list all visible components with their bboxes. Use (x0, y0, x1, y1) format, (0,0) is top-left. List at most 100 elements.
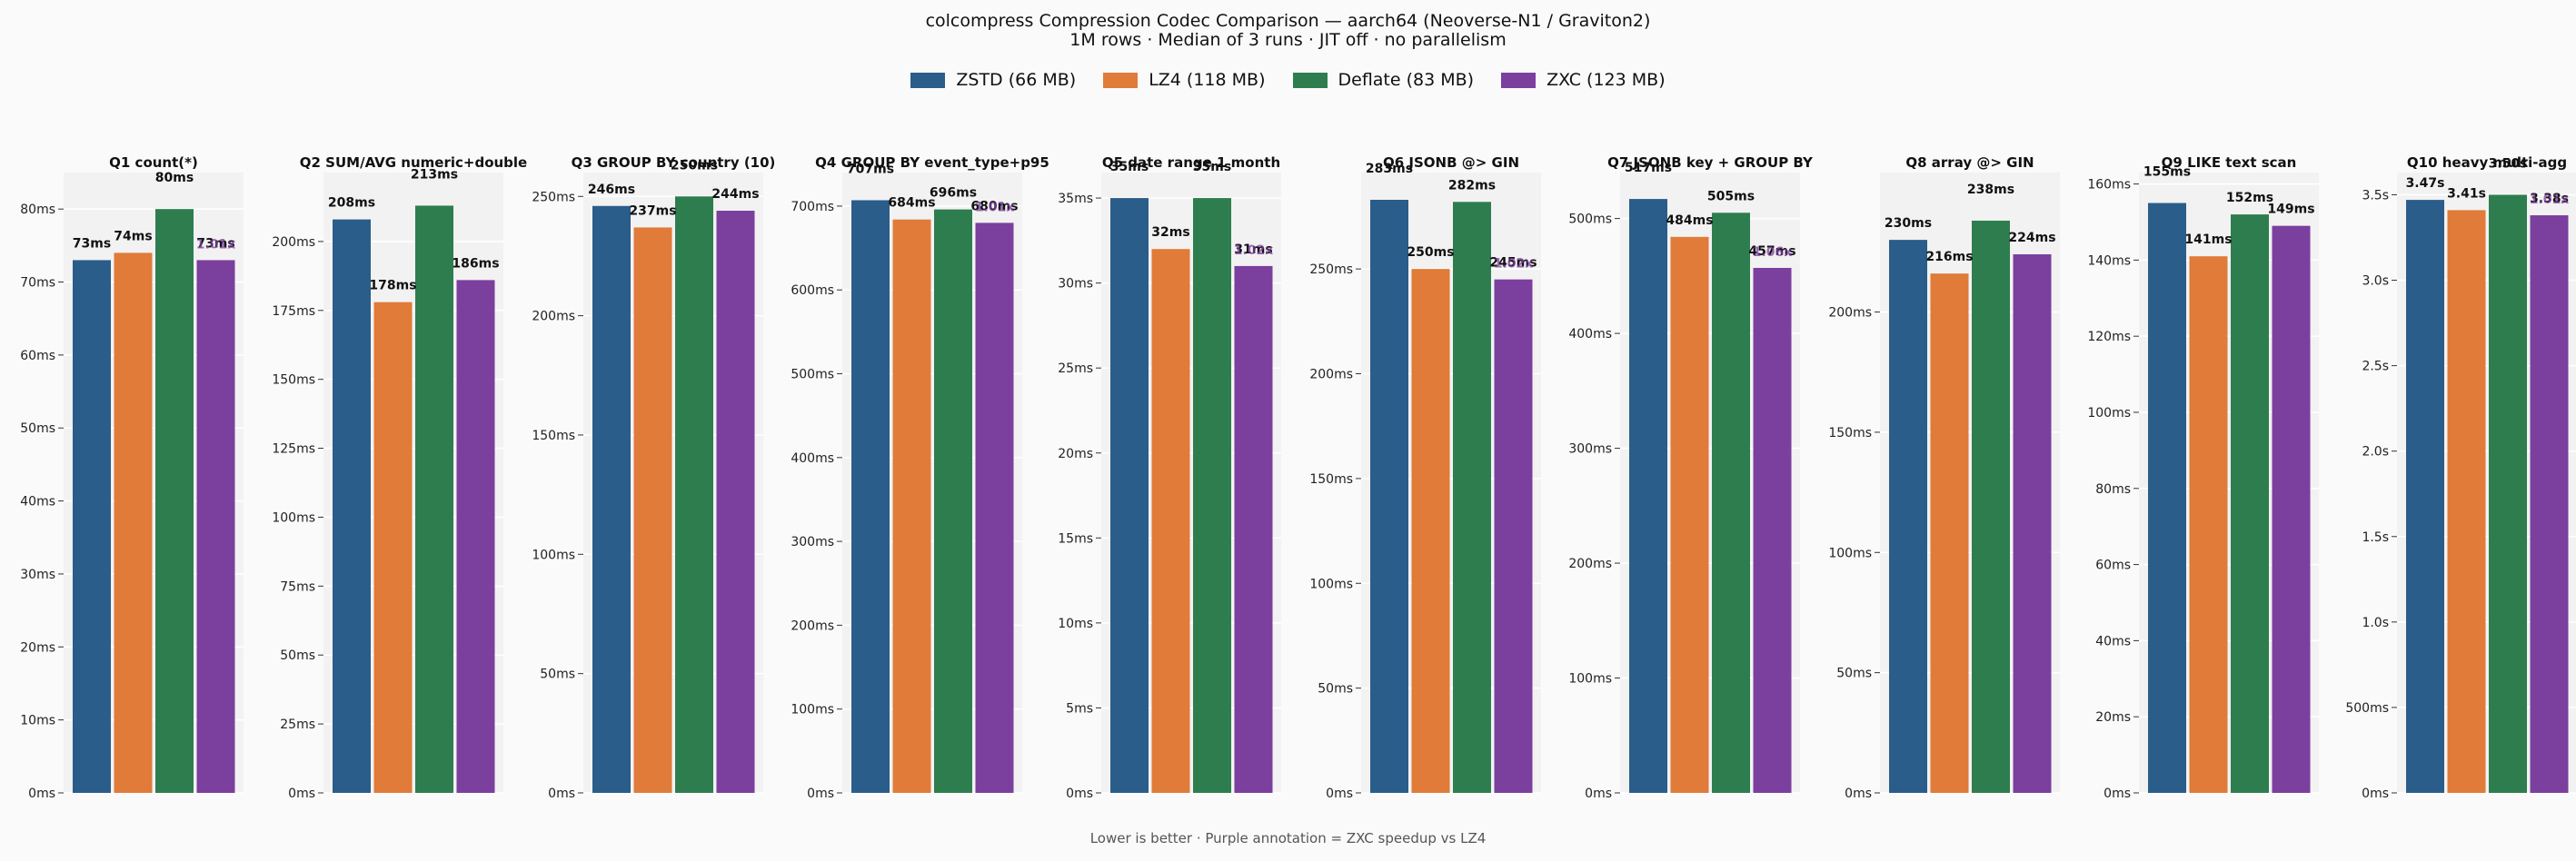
y-tick-label: 60ms (2095, 559, 2131, 573)
y-tick-label: 200ms (1568, 557, 1612, 571)
y-tick-label: 30ms (20, 568, 55, 582)
y-tick-label: 0ms (807, 787, 834, 801)
y-tick-label: 0ms (1845, 787, 1872, 801)
bar-zstd (1370, 199, 1408, 793)
bar-deflate (2489, 194, 2527, 793)
y-tick-label: 80ms (2095, 482, 2131, 497)
y-tick-label: 600ms (791, 283, 834, 298)
bar-deflate (415, 205, 453, 794)
y-tick-label: 35ms (1058, 192, 1093, 206)
bar-deflate (1453, 202, 1491, 793)
bar-zxc (456, 280, 495, 793)
bar-zstd (1110, 198, 1149, 794)
value-label: 707ms (847, 162, 894, 176)
bar-zxc (2013, 254, 2052, 793)
y-tick-label: 60ms (20, 349, 55, 363)
bar-zstd (1889, 240, 1927, 793)
value-label: 245ms (1489, 256, 1537, 271)
subplot-title: Q5 date range 1 month (1102, 154, 1280, 171)
y-tick-label: 15ms (1058, 531, 1093, 546)
y-tick-label: 400ms (1568, 327, 1612, 341)
y-tick-label: 100ms (1568, 672, 1612, 687)
bar-zxc (196, 260, 235, 793)
subplot-title: Q3 GROUP BY country (10) (572, 154, 776, 171)
bar-zxc (975, 223, 1014, 794)
y-tick-label: 100ms (532, 548, 575, 562)
y-tick-label: 20ms (1058, 447, 1093, 461)
bar-deflate (934, 209, 972, 793)
bar-deflate (155, 209, 194, 794)
y-tick-label: 500ms (2345, 701, 2389, 716)
y-tick-label: 0ms (288, 787, 315, 801)
value-label: 250ms (671, 158, 718, 173)
y-tick-label: 2.5s (2362, 360, 2389, 374)
bar-lz4 (1930, 273, 1969, 793)
legend-item-zxc: ZXC (123 MB) (1501, 70, 1666, 90)
subplot-q9: 0ms 20ms 40ms 60ms 80ms 100ms 120ms 140ms 160ms Q… (2087, 154, 2319, 801)
value-label: 517ms (1625, 161, 1672, 175)
bar-zstd (1629, 199, 1667, 793)
value-label: 224ms (2008, 231, 2055, 245)
value-label: 80ms (155, 171, 194, 185)
value-label: 246ms (588, 183, 635, 197)
legend-label-deflate: Deflate (83 MB) (1338, 70, 1475, 90)
footer-note: Lower is better · Purple annotation = ZX… (1089, 830, 1487, 846)
zxc-speedup-annotation: 1.01x (196, 237, 236, 252)
y-tick-label: 100ms (791, 703, 834, 718)
subplot-title: Q6 JSONB @> GIN (1383, 154, 1519, 171)
y-tick-label: 20ms (2095, 710, 2131, 725)
bar-zxc (2272, 225, 2311, 793)
chart-title: colcompress Compression Codec Comparison… (925, 11, 1651, 31)
value-label: 155ms (2143, 165, 2191, 180)
y-tick-label: 25ms (1058, 361, 1093, 376)
y-tick-label: 80ms (20, 203, 55, 217)
subplot-q10: 0ms 500ms 1.0s 1.5s 2.0s 2.5s 3.0s 3.5s Q10 heav… (2345, 154, 2576, 801)
y-tick-label: 0ms (28, 787, 55, 801)
value-label: 680ms (970, 199, 1018, 213)
value-label: 149ms (2267, 203, 2314, 217)
subplot-title: Q2 SUM/AVG numeric+double (300, 154, 527, 171)
value-label: 3.38s (2530, 192, 2569, 206)
zxc-speedup-annotation: 1.01x (975, 200, 1015, 214)
value-label: 244ms (711, 187, 759, 202)
subplot-q6: 0ms 50ms 100ms 150ms 200ms 250ms Q6 JSONB @> G… (1309, 154, 1541, 801)
value-label: 283ms (1366, 162, 1413, 176)
value-label: 484ms (1666, 213, 1713, 228)
value-label: 684ms (888, 196, 935, 211)
y-tick-label: 0ms (548, 787, 575, 801)
bar-lz4 (2447, 210, 2486, 794)
y-tick-label: 175ms (272, 304, 315, 319)
value-label: 208ms (328, 196, 375, 211)
y-tick-label: 30ms (1058, 277, 1093, 292)
y-tick-label: 3.0s (2362, 274, 2389, 289)
zxc-speedup-annotation: 1.06x (1753, 245, 1793, 260)
y-tick-label: 120ms (2087, 330, 2131, 344)
legend-label-zstd: ZSTD (66 MB) (956, 70, 1077, 90)
y-tick-label: 0ms (1326, 787, 1353, 801)
bar-zxc (1494, 279, 1533, 793)
y-tick-label: 10ms (1058, 617, 1093, 631)
bar-lz4 (114, 252, 153, 793)
bar-zxc (1234, 265, 1273, 793)
y-tick-label: 10ms (20, 714, 55, 728)
value-label: 216ms (1925, 250, 1973, 264)
legend-swatch-deflate (1292, 72, 1328, 88)
value-label: 35ms (1193, 160, 1231, 174)
bar-lz4 (633, 227, 672, 793)
y-tick-label: 100ms (2087, 406, 2131, 421)
subplot-q7: 0ms 100ms 200ms 300ms 400ms 500ms Q7 JSONB key… (1568, 154, 1814, 801)
subplot-title: Q4 GROUP BY event_type+p95 (815, 154, 1049, 171)
bar-zxc (1753, 267, 1792, 794)
y-tick-label: 150ms (1309, 472, 1353, 487)
subplot-q4: 0ms 100ms 200ms 300ms 400ms 500ms 600ms 700ms Q4… (791, 154, 1049, 801)
value-label: 32ms (1151, 225, 1189, 240)
subplot-title: Q8 array @> GIN (1905, 154, 2034, 171)
value-label: 178ms (369, 279, 416, 293)
legend-item-lz4: LZ4 (118 MB) (1103, 70, 1266, 90)
y-tick-label: 200ms (272, 235, 315, 250)
value-label: 73ms (73, 236, 111, 251)
bar-deflate (1193, 198, 1231, 794)
